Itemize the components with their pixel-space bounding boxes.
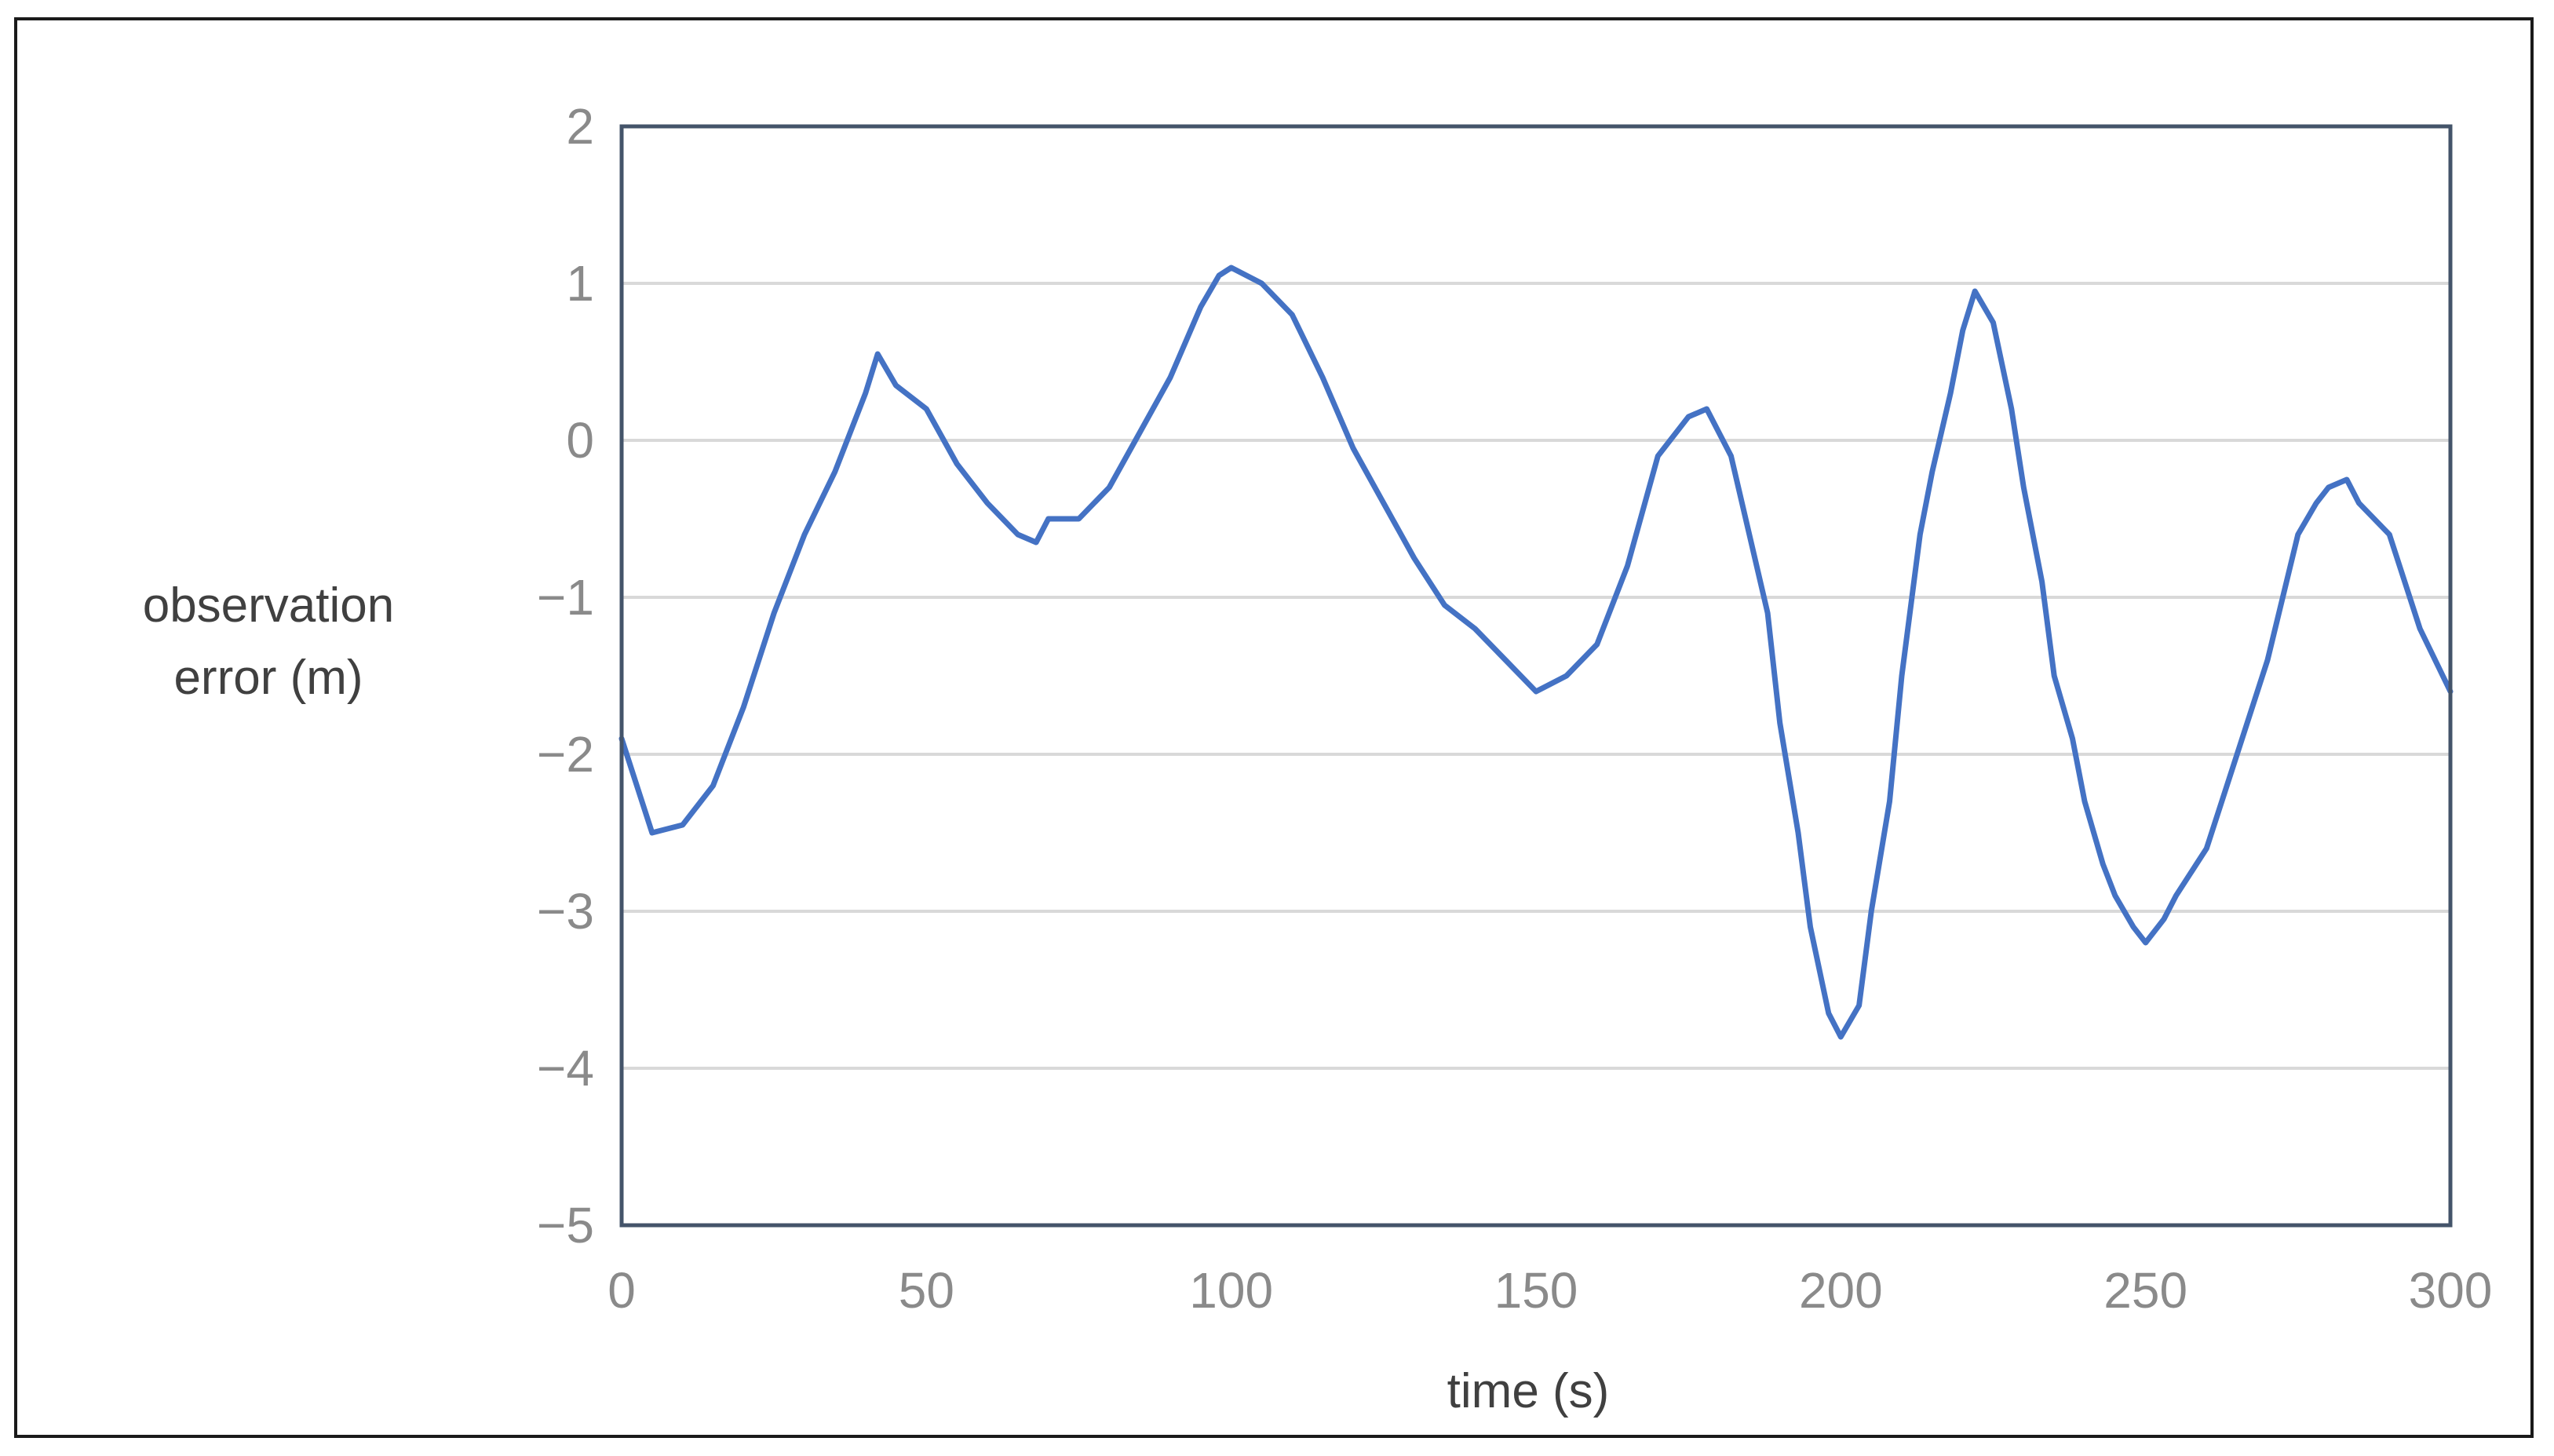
x-tick-label: 100 — [1189, 1262, 1273, 1319]
y-tick-label: 0 — [566, 412, 594, 469]
y-tick-label: −1 — [537, 569, 594, 626]
series-layer — [618, 265, 2454, 1040]
y-tick-label: −4 — [537, 1040, 594, 1097]
x-tick-label: 250 — [2103, 1262, 2187, 1319]
y-axis-title-line-2: error (m) — [173, 651, 363, 705]
y-tick-label: 1 — [566, 255, 594, 312]
x-tick-label: 300 — [2409, 1262, 2493, 1319]
plot-area-border — [619, 124, 2453, 1228]
y-tick-labels: 2 1 0 −1 −2 −3 −4 −5 — [537, 98, 594, 1253]
y-axis-title: observation error (m) — [96, 570, 441, 714]
x-tick-label: 50 — [899, 1262, 954, 1319]
chart-frame: 2 1 0 −1 −2 −3 −4 −5 0 50 100 150 200 250 300 time (s… — [14, 17, 2534, 1438]
x-tick-label: 150 — [1494, 1262, 1578, 1319]
y-tick-label: 2 — [566, 98, 594, 155]
y-tick-label: −5 — [537, 1197, 594, 1253]
x-tick-label: 0 — [607, 1262, 636, 1319]
line-chart: 2 1 0 −1 −2 −3 −4 −5 0 50 100 150 200 250 300 time (s… — [537, 98, 2492, 1418]
y-tick-label: −2 — [537, 726, 594, 783]
y-tick-label: −3 — [537, 883, 594, 940]
x-tick-labels: 0 50 100 150 200 250 300 — [607, 1262, 2492, 1319]
x-axis-title: time (s) — [1447, 1364, 1610, 1418]
x-tick-label: 200 — [1799, 1262, 1883, 1319]
y-axis-title-line-1: observation — [142, 578, 395, 633]
series-line-0 — [618, 265, 2454, 1040]
grid-lines — [622, 282, 2450, 1070]
